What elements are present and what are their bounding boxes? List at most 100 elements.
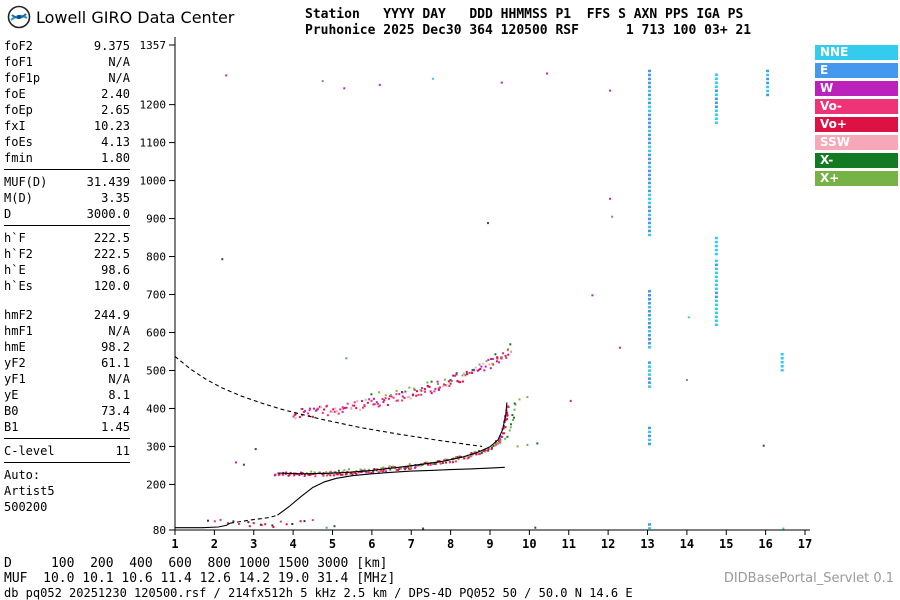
param-value: 2.65 — [101, 103, 130, 117]
param-row-d: D 3000.0 — [4, 206, 130, 222]
x-axis-ticks: 1 2 3 4 5 6 7 8 9 10 11 12 13 14 15 16 17 — [171, 530, 812, 551]
svg-text:800: 800 — [146, 251, 166, 264]
param-row-hes: h`Es 120.0 — [4, 278, 130, 294]
param-row-artist5: Artist5 — [4, 483, 130, 499]
param-label: foF1 — [4, 55, 33, 69]
curve-E-profile — [175, 522, 231, 529]
legend-item-xplus: X+ — [815, 171, 898, 186]
param-row-500200: 500200 — [4, 499, 130, 515]
param-row-fof2: foF2 9.375 — [4, 38, 130, 54]
param-row-b1: B1 1.45 — [4, 419, 130, 435]
svg-text:8: 8 — [447, 537, 454, 551]
param-label: M(D) — [4, 191, 33, 205]
param-label: foE — [4, 87, 26, 101]
param-label: C-level — [4, 444, 55, 458]
measurement-file-info: db pq052 20251230 120500.rsf / 214fx512h… — [4, 586, 633, 600]
legend-item-ssw: SSW — [815, 135, 898, 150]
param-value: N/A — [108, 71, 130, 85]
svg-text:1357: 1357 — [140, 39, 167, 52]
param-divider — [4, 169, 130, 170]
param-row-auto: Auto: — [4, 467, 130, 483]
param-row-he: h`E 98.6 — [4, 262, 130, 278]
param-label: yF1 — [4, 372, 26, 386]
legend-item-e: E — [815, 63, 898, 78]
param-value: 4.13 — [101, 135, 130, 149]
param-row-foep: foEp 2.65 — [4, 102, 130, 118]
param-value: 98.6 — [101, 263, 130, 277]
param-label: h`E — [4, 263, 26, 277]
param-row-ye: yE 8.1 — [4, 387, 130, 403]
station-header-values: Pruhonice 2025 Dec30 364 120500 RSF 1 71… — [305, 23, 752, 38]
param-label: fmin — [4, 151, 33, 165]
param-label: B1 — [4, 420, 19, 434]
trace-F-trace-O — [273, 405, 510, 478]
station-header: Station YYYY DAY DDD HHMMSS P1 FFS S AXN… — [305, 7, 751, 39]
svg-text:600: 600 — [146, 327, 166, 340]
trace-F-trace-X — [305, 402, 517, 475]
param-value: 9.375 — [93, 39, 130, 53]
svg-text:500: 500 — [146, 364, 166, 377]
param-label: B0 — [4, 404, 19, 418]
param-value: 1.45 — [101, 420, 130, 434]
param-value: 10.23 — [93, 119, 130, 133]
svg-text:17: 17 — [798, 537, 812, 551]
param-row-hme: hmE 98.2 — [4, 339, 130, 355]
param-label: foEs — [4, 135, 33, 149]
param-label: h`F2 — [4, 247, 33, 261]
param-value: 3000.0 — [86, 207, 130, 221]
svg-text:1100: 1100 — [140, 137, 167, 150]
param-label: foF2 — [4, 39, 33, 53]
param-row-clevel: C-level 11 — [4, 443, 130, 459]
param-value: 11 — [115, 444, 130, 458]
lowell-giro-logo-icon — [7, 5, 31, 29]
noise-specks — [221, 72, 785, 530]
param-label: hmE — [4, 340, 26, 354]
legend-item-voplus: Vo+ — [815, 117, 898, 132]
svg-text:13: 13 — [640, 537, 654, 551]
legend-item-vominus: Vo- — [815, 99, 898, 114]
param-divider — [4, 225, 130, 226]
param-row-b0: B0 73.4 — [4, 403, 130, 419]
param-row-md: M(D) 3.35 — [4, 190, 130, 206]
plot-axes — [174, 37, 810, 531]
param-row-hf: h`F 222.5 — [4, 230, 130, 246]
param-label: 500200 — [4, 500, 48, 514]
param-row-fmin: fmin 1.80 — [4, 150, 130, 166]
parameter-panel: foF2 9.375 foF1 N/A foF1p N/A foE 2.40 foEp 2.65 f… — [4, 38, 130, 515]
param-row-hmf2: hmF2 244.9 — [4, 307, 130, 323]
param-label: h`F — [4, 231, 26, 245]
param-label: MUF(D) — [4, 175, 48, 189]
rfi-noise-columns — [648, 69, 784, 530]
svg-text:9: 9 — [486, 537, 493, 551]
param-row-hmf1: hmF1 N/A — [4, 323, 130, 339]
param-label: yF2 — [4, 356, 26, 370]
param-label: foEp — [4, 103, 33, 117]
svg-text:14: 14 — [680, 537, 694, 551]
param-divider — [4, 438, 130, 439]
page-title: Lowell GIRO Data Center — [36, 8, 235, 27]
param-value: 73.4 — [101, 404, 130, 418]
param-row-fof1p: foF1p N/A — [4, 70, 130, 86]
svg-text:5: 5 — [329, 537, 336, 551]
svg-text:6: 6 — [368, 537, 375, 551]
param-row-hf2: h`F2 222.5 — [4, 246, 130, 262]
svg-text:1200: 1200 — [140, 99, 167, 112]
svg-text:200: 200 — [146, 478, 166, 491]
param-row-foe: foE 2.40 — [4, 86, 130, 102]
param-value: 98.2 — [101, 340, 130, 354]
param-value: 61.1 — [101, 356, 130, 370]
svg-text:700: 700 — [146, 289, 166, 302]
svg-text:80: 80 — [153, 524, 166, 537]
muf-row: MUF 10.0 10.1 10.6 11.4 12.6 14.2 19.0 3… — [4, 571, 396, 586]
curve-O-trace-fit — [277, 402, 508, 475]
param-value: 3.35 — [101, 191, 130, 205]
svg-text:12: 12 — [601, 537, 615, 551]
param-row-yf2: yF2 61.1 — [4, 355, 130, 371]
legend-item-w: W — [815, 81, 898, 96]
param-row-foes: foEs 4.13 — [4, 134, 130, 150]
param-row-mufd: MUF(D) 31.439 — [4, 174, 130, 190]
servlet-version: DIDBasePortal_Servlet 0.1 — [723, 571, 894, 586]
param-value: 222.5 — [93, 231, 130, 245]
